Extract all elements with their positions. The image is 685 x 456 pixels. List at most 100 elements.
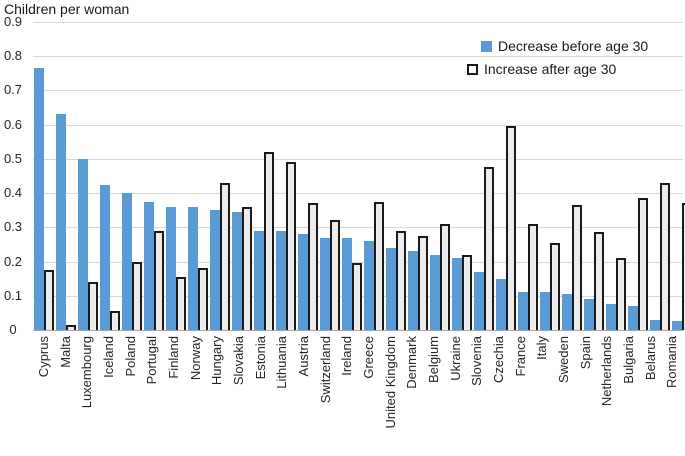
bar-decrease-before-30: [364, 241, 374, 330]
gridline: [33, 90, 683, 92]
x-category-label: Norway: [187, 336, 203, 381]
bar-increase-after-30: [594, 232, 604, 330]
gridline: [33, 22, 683, 23]
x-category-label: Romania: [664, 336, 680, 389]
bar-increase-after-30: [154, 231, 164, 330]
x-category-label: Spain: [577, 336, 593, 370]
bar-decrease-before-30: [474, 272, 484, 330]
bar-increase-after-30: [66, 325, 76, 330]
x-label-cell: United Kingdom: [380, 336, 402, 456]
bar-increase-after-30: [110, 311, 120, 330]
x-category-label: Iceland: [100, 336, 116, 378]
bar-decrease-before-30: [122, 193, 132, 330]
bar-group: [297, 22, 319, 330]
y-tick-label: 0: [9, 322, 17, 337]
gridline: [33, 193, 683, 195]
bar-decrease-before-30: [386, 248, 396, 330]
bar-decrease-before-30: [430, 255, 440, 330]
bar-group: [627, 22, 649, 330]
bar-decrease-before-30: [562, 294, 572, 330]
bar-group: [363, 22, 385, 330]
bar-group: [33, 22, 55, 330]
bar-increase-after-30: [132, 262, 142, 330]
x-category-label: United Kingdom: [382, 336, 398, 429]
bar-increase-after-30: [396, 231, 406, 330]
chart-title: Children per woman: [4, 1, 130, 17]
x-label-cell: Lithuania: [271, 336, 293, 456]
bar-increase-after-30: [330, 220, 340, 330]
x-label-cell: Netherlands: [596, 336, 618, 456]
bar-decrease-before-30: [496, 279, 506, 330]
bar-increase-after-30: [638, 198, 648, 330]
bar-group: [319, 22, 341, 330]
bar-increase-after-30: [242, 207, 252, 330]
x-label-cell: Hungary: [206, 336, 228, 456]
bar-decrease-before-30: [408, 251, 418, 330]
bar-group: [165, 22, 187, 330]
y-tick-label: 0.3: [3, 219, 23, 235]
legend-label-increase-after-30: Increase after age 30: [484, 61, 617, 77]
legend-item-decrease-before-30: Decrease before age 30: [481, 38, 648, 54]
x-label-cell: Austria: [293, 336, 315, 456]
y-tick-label: 0.7: [3, 82, 23, 98]
x-category-label: Finland: [165, 336, 181, 379]
bar-group: [77, 22, 99, 330]
x-label-cell: Finland: [163, 336, 185, 456]
bar-decrease-before-30: [342, 238, 352, 330]
x-label-cell: Luxembourg: [76, 336, 98, 456]
x-label-cell: Denmark: [401, 336, 423, 456]
bar-group: [583, 22, 605, 330]
bar-group: [429, 22, 451, 330]
bar-decrease-before-30: [276, 231, 286, 330]
x-category-label: Cyprus: [35, 336, 51, 378]
bar-increase-after-30: [418, 236, 428, 330]
bar-decrease-before-30: [298, 234, 308, 330]
bar-increase-after-30: [484, 167, 494, 330]
x-category-label: Slovakia: [230, 336, 246, 386]
y-tick-label: 0.9: [3, 14, 23, 29]
bar-group: [561, 22, 583, 330]
legend-swatch-white: [467, 63, 478, 75]
bar-decrease-before-30: [606, 304, 616, 330]
x-label-cell: Norway: [185, 336, 207, 456]
bar-decrease-before-30: [254, 231, 264, 330]
bar-group: [605, 22, 627, 330]
x-category-label: Sweden: [555, 336, 571, 383]
bar-group: [121, 22, 143, 330]
x-label-cell: Slovakia: [228, 336, 250, 456]
x-axis-category-labels: Cyprus Malta Luxembourg Iceland Poland Portug…: [33, 336, 683, 456]
x-category-label: Austria: [295, 336, 311, 377]
bar-group: [143, 22, 165, 330]
x-category-label: Greece: [360, 336, 376, 379]
bar-increase-after-30: [616, 258, 626, 330]
x-label-cell: Romania: [661, 336, 683, 456]
x-label-cell: Iceland: [98, 336, 120, 456]
bar-increase-after-30: [682, 203, 685, 330]
x-category-label: Lithuania: [274, 336, 290, 389]
x-category-label: Ukraine: [447, 336, 463, 381]
x-label-cell: Switzerland: [315, 336, 337, 456]
bar-increase-after-30: [220, 183, 230, 330]
bar-increase-after-30: [44, 270, 54, 330]
bar-decrease-before-30: [650, 320, 660, 330]
bar-decrease-before-30: [518, 292, 528, 330]
bar-increase-after-30: [352, 263, 362, 330]
legend-item-increase-after-30: Increase after age 30: [467, 61, 616, 77]
bar-group: [187, 22, 209, 330]
bar-increase-after-30: [440, 224, 450, 330]
bar-increase-after-30: [374, 202, 384, 330]
x-category-label: Italy: [534, 336, 550, 360]
x-category-label: Netherlands: [599, 336, 615, 407]
x-category-label: Belgium: [425, 336, 441, 383]
bar-group: [231, 22, 253, 330]
y-tick-label: 0.2: [3, 253, 23, 269]
x-label-cell: France: [510, 336, 532, 456]
bar-increase-after-30: [550, 243, 560, 330]
gridline: [33, 227, 683, 229]
x-category-label: Malta: [57, 336, 73, 368]
bar-decrease-before-30: [540, 292, 550, 330]
bar-decrease-before-30: [78, 159, 88, 330]
bar-decrease-before-30: [628, 306, 638, 330]
bar-group: [55, 22, 77, 330]
x-category-label: Belarus: [642, 336, 658, 381]
